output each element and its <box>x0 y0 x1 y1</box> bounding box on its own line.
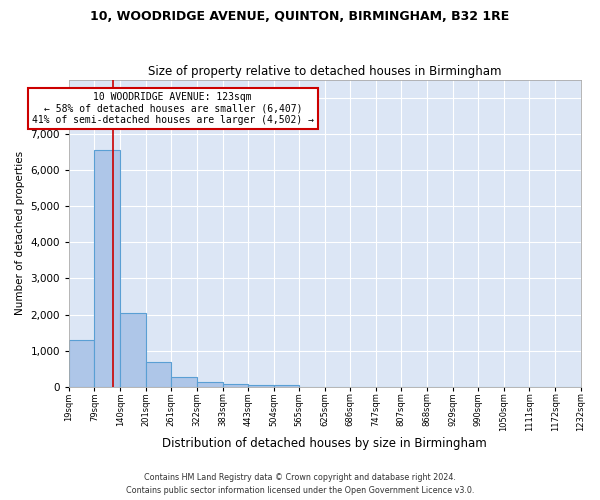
Text: 10 WOODRIDGE AVENUE: 123sqm
← 58% of detached houses are smaller (6,407)
41% of : 10 WOODRIDGE AVENUE: 123sqm ← 58% of det… <box>32 92 314 125</box>
Bar <box>120 313 146 387</box>
Y-axis label: Number of detached properties: Number of detached properties <box>15 151 25 316</box>
Bar <box>69 340 94 387</box>
Text: Contains HM Land Registry data © Crown copyright and database right 2024.
Contai: Contains HM Land Registry data © Crown c… <box>126 474 474 495</box>
Bar <box>171 377 197 387</box>
Bar <box>197 382 223 387</box>
Text: 10, WOODRIDGE AVENUE, QUINTON, BIRMINGHAM, B32 1RE: 10, WOODRIDGE AVENUE, QUINTON, BIRMINGHA… <box>91 10 509 23</box>
Bar <box>94 150 120 387</box>
X-axis label: Distribution of detached houses by size in Birmingham: Distribution of detached houses by size … <box>163 437 487 450</box>
Bar <box>248 385 274 387</box>
Bar <box>146 362 171 387</box>
Bar <box>223 384 248 387</box>
Bar <box>274 385 299 387</box>
Title: Size of property relative to detached houses in Birmingham: Size of property relative to detached ho… <box>148 66 502 78</box>
